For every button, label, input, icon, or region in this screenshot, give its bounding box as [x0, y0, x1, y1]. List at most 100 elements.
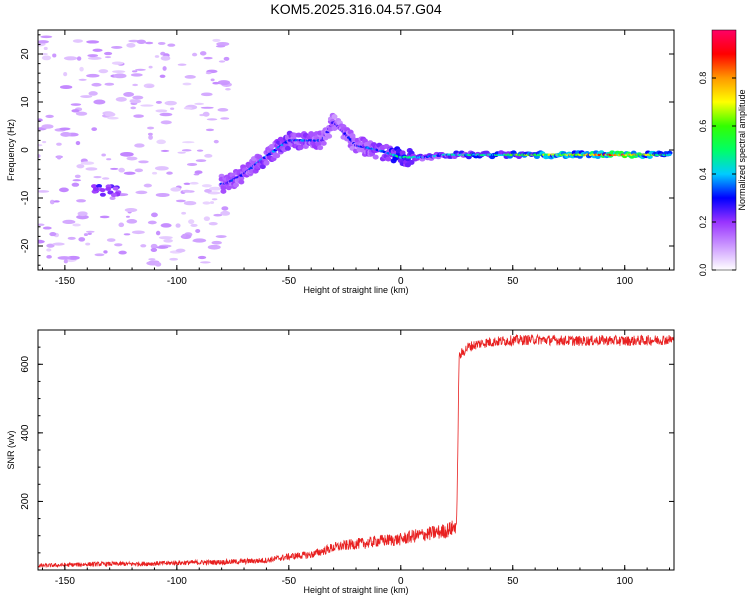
x-tick-label: 100 [616, 276, 633, 287]
x-tick-label: 50 [507, 576, 519, 587]
noise-blob [76, 164, 85, 169]
ridge-halo [331, 114, 338, 120]
ridge-halo [256, 154, 263, 160]
noise-blob [104, 51, 113, 56]
noise-blob [114, 243, 123, 247]
noise-blob [215, 235, 227, 238]
noise-blob [104, 56, 112, 59]
noise-blob [72, 179, 82, 182]
noise-blob [184, 75, 196, 79]
y-tick-label: 10 [20, 96, 31, 108]
y-tick-label: 0 [20, 147, 31, 153]
noise-blob [107, 116, 119, 120]
colorbar-gradient [711, 29, 737, 271]
snr-panel: -150 -100 -50 0 50 100 200 400 600 Height of st… [6, 329, 675, 595]
noise-blob [211, 240, 222, 245]
ridge-blob [99, 188, 106, 193]
noise-blob [85, 230, 95, 233]
noise-blob [209, 201, 215, 204]
noise-blob [49, 199, 55, 205]
noise-blob [181, 211, 187, 215]
noise-blob [42, 226, 52, 230]
ridge-halo [232, 182, 239, 188]
noise-blob [199, 261, 211, 264]
noise-blob [182, 189, 191, 193]
noise-blob [203, 56, 213, 60]
y-tick-label: 200 [20, 493, 31, 510]
noise-blob [215, 45, 226, 48]
noise-blob [91, 82, 102, 87]
y-tick-label: -20 [20, 238, 31, 253]
noise-blob [155, 230, 161, 236]
snr-background [38, 330, 674, 570]
noise-blob [146, 85, 154, 88]
noise-blob [155, 192, 170, 197]
noise-blob [201, 184, 212, 188]
noise-blob [130, 73, 143, 77]
snr-y-axis: 200 400 600 [20, 346, 674, 554]
noise-blob [41, 55, 52, 61]
noise-blob [75, 111, 88, 116]
spectrogram-noise-layer [38, 35, 232, 267]
noise-blob [106, 158, 112, 161]
noise-blob [195, 159, 207, 162]
noise-blob [135, 190, 148, 195]
noise-blob [41, 124, 54, 129]
noise-blob [59, 187, 69, 193]
noise-blob [126, 219, 138, 224]
ridge-halo [274, 153, 281, 159]
noise-blob [188, 219, 195, 225]
noise-blob [175, 199, 186, 203]
noise-blob [120, 151, 134, 157]
noise-blob [67, 255, 80, 260]
noise-blob [170, 107, 175, 110]
noise-blob [155, 109, 168, 113]
snr-x-axis: -150 -100 -50 0 50 100 [41, 330, 671, 587]
noise-blob [182, 141, 195, 144]
y-tick-label: -10 [20, 190, 31, 205]
spectrogram-y-axis-label: Frequency (Hz) [6, 119, 16, 181]
noise-blob [186, 163, 198, 166]
noise-blob [132, 95, 144, 100]
noise-blob [160, 149, 170, 152]
noise-blob [205, 128, 215, 132]
noise-blob [146, 126, 155, 130]
ridge-core [667, 153, 672, 157]
noise-blob [200, 106, 214, 109]
noise-blob [126, 156, 138, 161]
noise-blob [199, 51, 207, 56]
noise-blob [156, 139, 166, 145]
spectrogram-x-axis-label: Height of straight line (km) [303, 285, 408, 295]
noise-blob [204, 153, 213, 158]
noise-blob [118, 222, 125, 228]
ridge-halo [320, 140, 327, 146]
noise-blob [80, 95, 93, 98]
ridge-halo [399, 150, 406, 156]
noise-blob [106, 238, 116, 242]
ridge-blob [99, 192, 106, 197]
noise-blob [80, 161, 95, 165]
noise-blob [115, 97, 127, 102]
noise-blob [93, 99, 106, 105]
noise-blob [74, 174, 81, 179]
noise-blob [195, 229, 201, 234]
noise-blob [71, 182, 80, 187]
ridge-halo [220, 185, 227, 191]
noise-blob [130, 106, 137, 110]
noise-blob [183, 106, 193, 110]
noise-blob [77, 211, 88, 217]
noise-blob [104, 82, 115, 86]
noise-blob [157, 41, 166, 45]
noise-blob [206, 118, 218, 121]
noise-blob [207, 244, 221, 250]
noise-blob [134, 168, 144, 173]
noise-blob [156, 245, 169, 249]
noise-blob [166, 171, 173, 175]
noise-blob [92, 48, 103, 52]
noise-blob [203, 216, 211, 222]
noise-blob [40, 35, 53, 39]
noise-blob [123, 171, 136, 175]
noise-blob [76, 214, 89, 220]
noise-blob [46, 248, 52, 252]
noise-blob [59, 127, 71, 131]
